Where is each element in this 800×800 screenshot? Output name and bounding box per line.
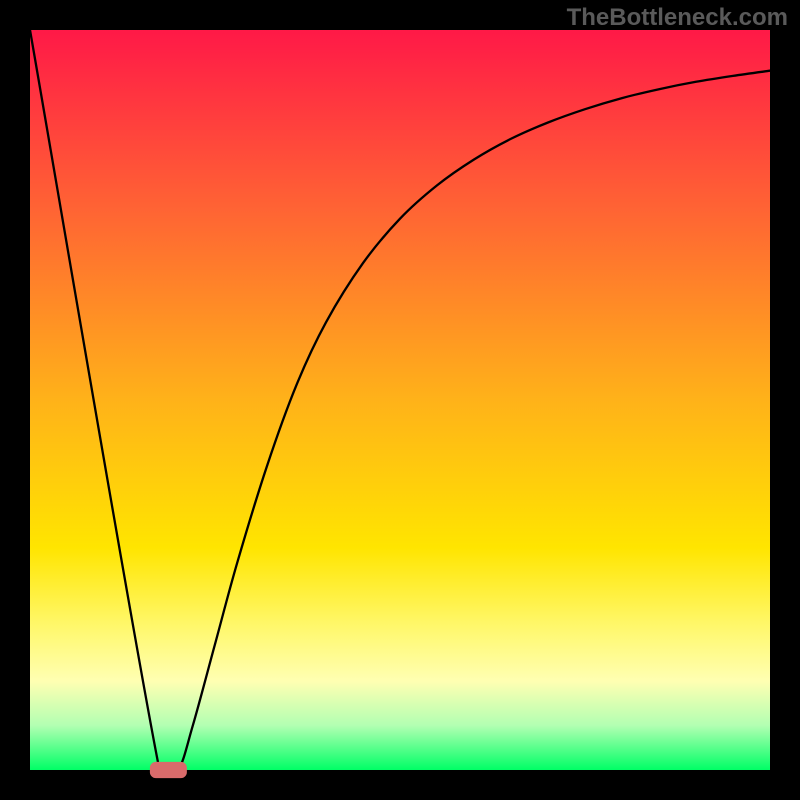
- optimal-marker: [150, 762, 187, 778]
- watermark-text: TheBottleneck.com: [567, 4, 788, 32]
- chart-container: { "meta": { "width": 800, "height": 800,…: [0, 0, 800, 800]
- bottleneck-chart: [0, 0, 800, 800]
- chart-background: [30, 30, 770, 770]
